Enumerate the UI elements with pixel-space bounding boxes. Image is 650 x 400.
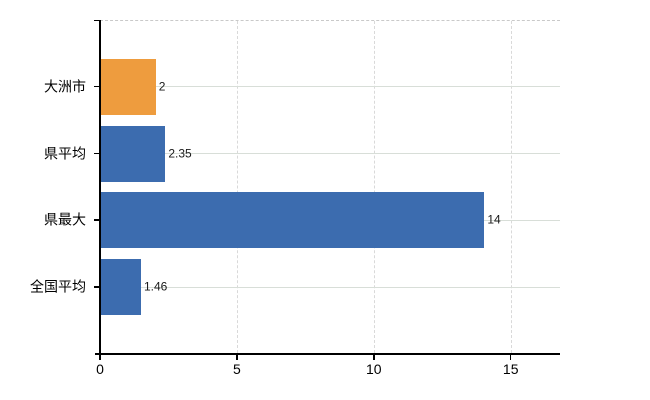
x-tick-label: 5 [232,361,241,377]
category-label: 全国平均 [30,278,86,295]
x-tick-label: 0 [96,361,104,377]
category-gridline [101,86,560,88]
x-tick-label: 10 [366,361,382,377]
category-label: 大洲市 [44,78,86,95]
y-axis-tick [94,286,100,288]
value-gridline [373,21,375,353]
y-axis-line [99,20,101,354]
category-label: 県最大 [44,211,86,228]
x-axis-tick [373,354,375,360]
bar [101,259,141,316]
y-axis-tick [94,85,100,88]
bar-value-label: 14 [487,212,501,227]
bar [101,58,156,115]
x-axis-tick [509,354,512,360]
bar-value-label: 2.35 [168,146,192,160]
plot-top-border [100,20,560,21]
bar-value-label: 1.46 [143,279,168,294]
category-label: 県平均 [44,144,86,161]
bar [101,125,166,182]
bar [101,192,485,249]
category-gridline [101,286,560,288]
value-gridline [236,21,238,353]
y-axis-tick [94,152,100,155]
x-axis-tick [236,354,238,360]
x-axis-line [95,353,560,355]
y-axis-tick [94,219,100,221]
x-axis-tick [99,354,101,360]
y-axis-tick [94,19,100,21]
bar-value-label: 2 [158,79,166,94]
value-gridline [510,21,512,353]
category-gridline [101,153,560,155]
x-tick-label: 15 [502,361,519,377]
